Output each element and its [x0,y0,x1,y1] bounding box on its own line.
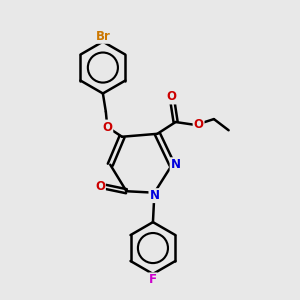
Text: N: N [149,189,159,202]
Text: O: O [95,180,105,193]
Text: F: F [149,273,157,286]
Text: Br: Br [95,30,110,43]
Text: O: O [102,121,112,134]
Text: N: N [171,158,181,171]
Text: O: O [166,91,176,103]
Text: O: O [194,118,204,131]
